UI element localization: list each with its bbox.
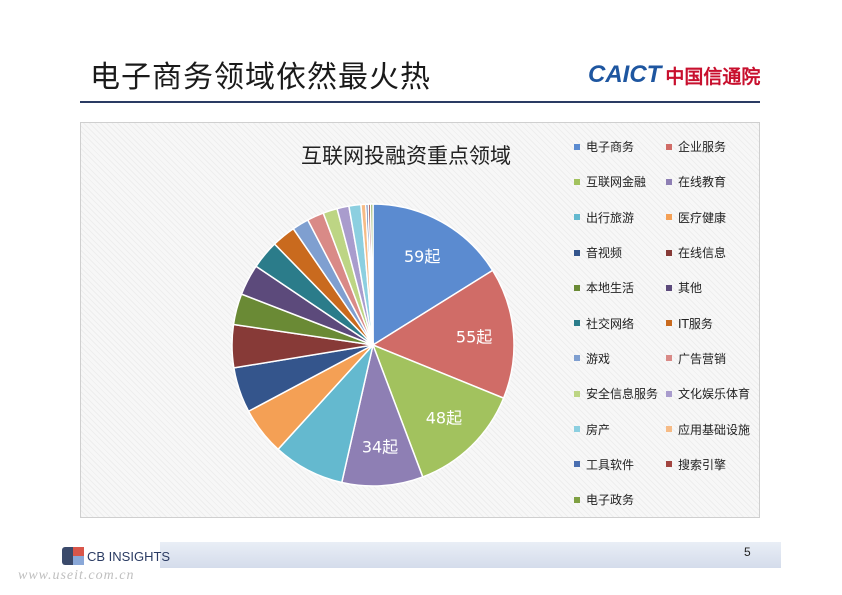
legend-item-13: 广告营销 (666, 341, 760, 376)
legend-label-13: 广告营销 (678, 351, 727, 366)
legend-label-2: 互联网金融 (586, 175, 647, 190)
legend-swatch-0 (574, 143, 580, 150)
pie-chart-panel: 互联网投融资重点领域 59起 55起 48起 34起 电子商务 企业服务互联网金融 在线教… (80, 122, 760, 518)
pie-data-label-2: 48起 (426, 409, 462, 428)
chart-title: 互联网投融资重点领域 (301, 144, 511, 168)
legend-item-15: 文化娱乐体育 (666, 376, 760, 411)
legend-swatch-5 (666, 214, 672, 221)
legend-item-0: 电子商务 (574, 129, 666, 164)
pie-slice-20 (369, 203, 374, 346)
legend-swatch-8 (574, 284, 580, 291)
pie-data-label-1: 55起 (456, 327, 492, 346)
legend-item-5: 医疗健康 (666, 200, 760, 235)
legend-swatch-1 (666, 143, 672, 150)
legend-label-0: 电子商务 (586, 140, 635, 155)
legend-item-10: 社交网络 (574, 305, 666, 340)
legend-item-17: 应用基础设施 (666, 411, 760, 446)
legend-swatch-16 (574, 426, 580, 433)
legend-swatch-7 (666, 249, 672, 256)
legend-label-12: 游戏 (586, 351, 611, 366)
legend-item-18: 工具软件 (574, 447, 666, 482)
legend-item-8: 本地生活 (574, 270, 666, 305)
legend-swatch-2 (574, 178, 580, 185)
pie-slice-3 (340, 342, 424, 487)
cb-insights-mark-icon (62, 547, 84, 565)
legend-swatch-14 (574, 390, 580, 397)
legend-swatch-10 (574, 320, 580, 327)
legend-swatch-12 (574, 355, 580, 362)
legend-label-15: 文化娱乐体育 (678, 387, 751, 402)
legend-item-11: IT服务 (666, 305, 760, 340)
title-rule (80, 101, 760, 103)
legend-item-4: 出行旅游 (574, 200, 666, 235)
legend-item-12: 游戏 (574, 341, 666, 376)
legend-label-4: 出行旅游 (586, 210, 635, 225)
slide-title: 电子商务领域依然最火热 (90, 60, 431, 95)
legend-label-3: 在线教育 (678, 175, 727, 190)
caict-logo: CAICT 中国信通院 (588, 58, 760, 92)
pie-data-label-3: 34起 (362, 437, 398, 456)
legend-item-16: 房产 (574, 411, 666, 446)
legend-label-16: 房产 (586, 422, 611, 437)
legend-swatch-4 (574, 214, 580, 221)
legend-swatch-9 (666, 284, 672, 291)
cb-insights-text: CB INSIGHTS (87, 548, 171, 564)
legend-label-14: 安全信息服务 (586, 387, 659, 402)
legend-label-5: 医疗健康 (678, 210, 727, 225)
legend-item-9: 其他 (666, 270, 760, 305)
legend-label-17: 应用基础设施 (678, 422, 751, 437)
legend-swatch-11 (666, 320, 672, 327)
caict-logo-chinese: 中国信通院 (665, 65, 761, 88)
legend-swatch-18 (574, 461, 580, 468)
page-number: 5 (744, 545, 751, 559)
legend-label-9: 其他 (678, 281, 703, 296)
cb-insights-logo: CB INSIGHTS (62, 544, 170, 568)
legend-item-7: 在线信息 (666, 235, 760, 270)
legend-label-8: 本地生活 (586, 281, 635, 296)
chart-legend: 电子商务 企业服务互联网金融 在线教育出行旅游 医疗健康音视频 在线信息本地生活 其他社交… (574, 129, 760, 517)
legend-label-1: 企业服务 (678, 140, 727, 155)
footer-bar (160, 542, 781, 568)
legend-swatch-20 (574, 496, 580, 503)
legend-label-18: 工具软件 (586, 457, 635, 472)
legend-label-11: IT服务 (678, 316, 713, 331)
legend-label-6: 音视频 (586, 246, 623, 261)
legend-label-7: 在线信息 (678, 246, 727, 261)
legend-swatch-15 (666, 390, 672, 397)
legend-item-19: 搜索引擎 (666, 447, 760, 482)
pie-chart: 59起 55起 48起 34起 (231, 203, 515, 487)
legend-item-3: 在线教育 (666, 164, 760, 199)
legend-label-10: 社交网络 (586, 316, 635, 331)
legend-item-14: 安全信息服务 (574, 376, 666, 411)
pie-slice-1 (371, 269, 515, 400)
legend-item-6: 音视频 (574, 235, 666, 270)
watermark: www.useit.com.cn (18, 568, 135, 583)
legend-swatch-19 (666, 461, 672, 468)
legend-item-1: 企业服务 (666, 129, 760, 164)
legend-label-20: 电子政务 (586, 493, 635, 508)
legend-item-20: 电子政务 (574, 482, 666, 517)
pie-data-label-0: 59起 (404, 247, 440, 266)
legend-swatch-3 (666, 178, 672, 185)
legend-swatch-17 (666, 426, 672, 433)
caict-logo-latin: CAICT (588, 61, 662, 88)
legend-item-2: 互联网金融 (574, 164, 666, 199)
pie-slice-2 (371, 343, 505, 478)
legend-label-19: 搜索引擎 (678, 457, 727, 472)
legend-swatch-6 (574, 249, 580, 256)
pie-slice-0 (372, 203, 494, 347)
legend-swatch-13 (666, 355, 672, 362)
